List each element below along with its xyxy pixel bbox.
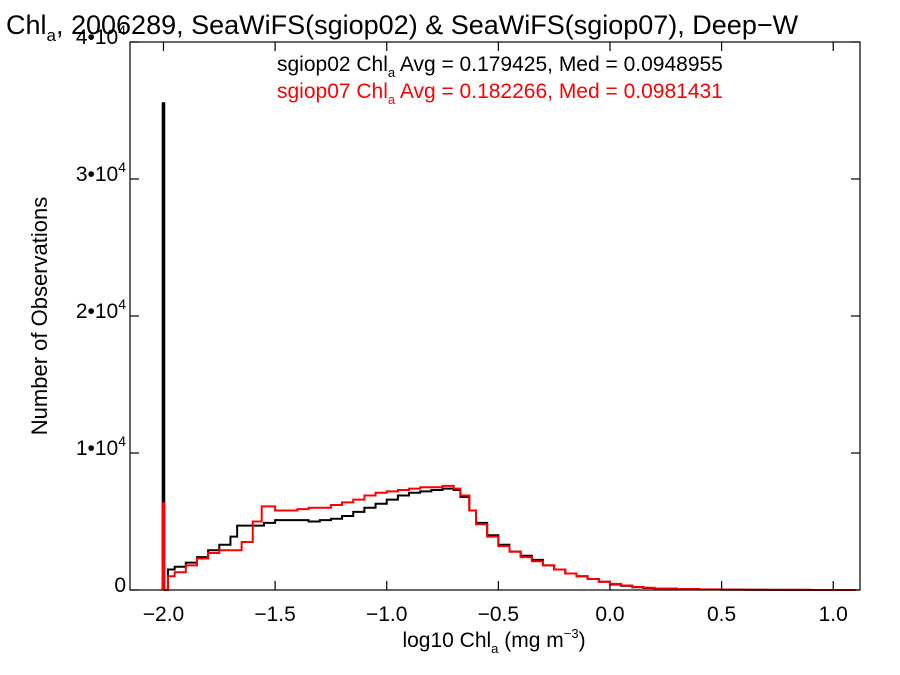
x-tick-label: 0.5: [707, 603, 736, 626]
plot-frame: [129, 41, 861, 591]
x-tick-label: −0.5: [478, 603, 519, 626]
axis-ticks: −2.0 −1.5 −1.0 −0.5 0.0 0.5 1.0 0 1•104 2•104 3•10…: [76, 22, 860, 626]
histogram-line: [163, 484, 857, 591]
legend-entry-sgiop07: sgiop07 Chla Avg = 0.182266, Med = 0.098…: [277, 80, 723, 107]
legend-entry-sgiop02: sgiop02 Chla Avg = 0.179425, Med = 0.094…: [277, 53, 723, 80]
y-axis-label: Number of Observations: [27, 197, 52, 435]
histogram-line: [163, 487, 857, 591]
chart-title: Chla, 2006289, SeaWiFS(sgiop02) & SeaWiF…: [6, 10, 799, 45]
y-tick-label: 2•104: [76, 296, 126, 323]
series-1: [161, 484, 857, 591]
x-axis-label: log10 Chla (mg m−3): [402, 626, 585, 656]
histogram-spike: [161, 502, 166, 590]
histogram-spike: [161, 102, 166, 590]
x-tick-label: 1.0: [819, 603, 848, 626]
x-tick-label: 0.0: [595, 603, 624, 626]
x-tick-label: −1.0: [366, 603, 407, 626]
y-tick-label: 3•104: [76, 159, 126, 186]
histogram-series: [161, 102, 857, 591]
series-0: [161, 102, 857, 591]
x-tick-label: −1.5: [254, 603, 295, 626]
y-tick-label: 0: [114, 574, 126, 597]
x-tick-label: −2.0: [143, 603, 184, 626]
y-tick-label: 1•104: [76, 433, 126, 460]
y-tick-label: 4•104: [76, 22, 126, 49]
